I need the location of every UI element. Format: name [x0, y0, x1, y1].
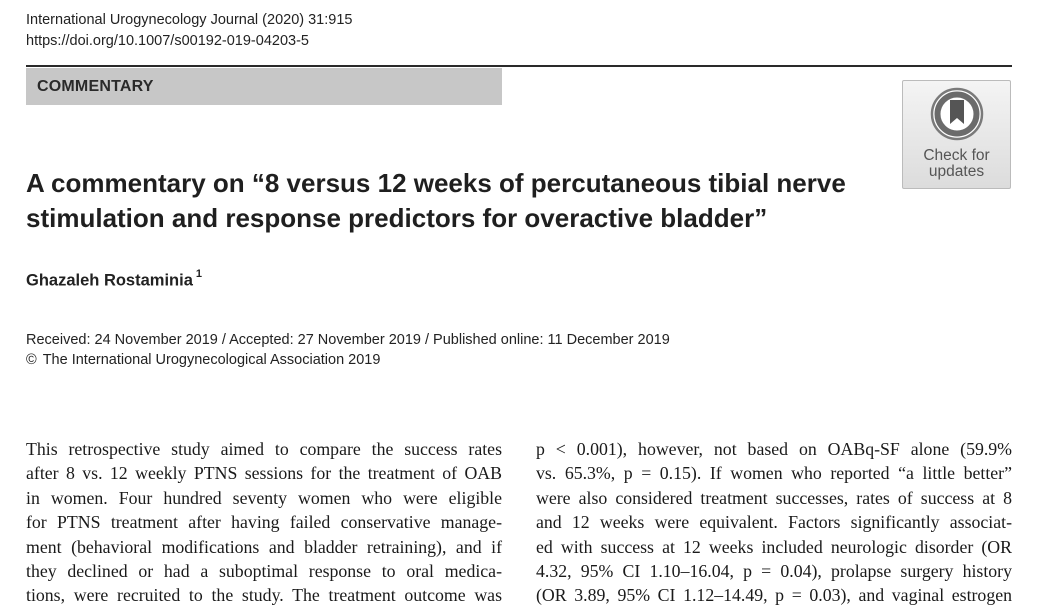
author-name[interactable]: Ghazaleh Rostaminia [26, 271, 193, 290]
body-column-left: This retrospective study aimed to compar… [26, 437, 502, 608]
article-type-banner: COMMENTARY [26, 68, 502, 105]
body-column-right: p < 0.001), however, not based on OABq-S… [536, 437, 1012, 608]
body-line: tions, were recruited to the study. The … [26, 585, 502, 606]
body-line: after 8 vs. 12 weekly PTNS sessions for … [26, 463, 502, 484]
body-line: 4.32, 95% CI 1.10–16.04, p = 0.04), prol… [536, 561, 1012, 582]
crossmark-icon [930, 87, 984, 141]
publication-dates: Received: 24 November 2019 / Accepted: 2… [26, 332, 670, 348]
body-line: they declined or had a suboptimal respon… [26, 561, 502, 582]
body-line: for PTNS treatment after having failed c… [26, 512, 502, 533]
body-line: This retrospective study aimed to compar… [26, 439, 502, 459]
body-line: ment (behavioral modifications and bladd… [26, 536, 502, 557]
title-line-2: stimulation and response predictors for … [26, 203, 768, 233]
article-title: A commentary on “8 versus 12 weeks of pe… [26, 166, 886, 236]
affiliation-mark: 1 [195, 268, 203, 280]
check-for-updates-button[interactable]: Check for updates [902, 80, 1011, 189]
copyright-line: © The International Urogynecological Asso… [26, 350, 380, 370]
body-line: p < 0.001), however, not based on OABq-S… [536, 439, 1012, 459]
body-line: and 12 weeks were equivalent. Factors si… [536, 512, 1012, 533]
body-line: were also considered treatment successes… [536, 487, 1012, 508]
header-rule [26, 65, 1012, 67]
journal-header: International Urogynecology Journal (202… [26, 10, 352, 52]
author: Ghazaleh Rostaminia 1 [26, 268, 203, 291]
doi-link[interactable]: https://doi.org/10.1007/s00192-019-04203… [26, 33, 309, 49]
journal-citation: International Urogynecology Journal (202… [26, 12, 353, 28]
updates-label: updates [928, 163, 985, 180]
title-line-1: A commentary on “8 versus 12 weeks of pe… [26, 168, 846, 198]
body-line: (OR 3.89, 95% CI 1.12–14.49, p = 0.03), … [536, 585, 1012, 606]
body-line: in women. Four hundred seventy women who… [26, 487, 502, 508]
check-for-label: Check for [923, 147, 990, 164]
copyright-symbol: © [26, 352, 37, 368]
body-line: ed with success at 12 weeks included neu… [536, 536, 1012, 557]
copyright-text: The International Urogynecological Assoc… [42, 352, 381, 368]
body-line: vs. 65.3%, p = 0.15). If women who repor… [536, 463, 1012, 484]
